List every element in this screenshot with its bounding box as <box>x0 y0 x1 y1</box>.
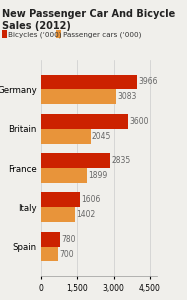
Bar <box>41 168 87 183</box>
Text: 3600: 3600 <box>130 117 149 126</box>
Text: 700: 700 <box>59 250 74 259</box>
Bar <box>41 129 91 144</box>
Bar <box>41 232 60 247</box>
Text: Passenger cars (‘000): Passenger cars (‘000) <box>63 31 141 38</box>
Text: 1606: 1606 <box>81 195 101 204</box>
Bar <box>41 207 75 222</box>
Text: 3966: 3966 <box>138 77 158 86</box>
Text: 1899: 1899 <box>88 171 108 180</box>
Text: 780: 780 <box>61 235 76 244</box>
Bar <box>41 247 58 262</box>
Bar <box>41 153 110 168</box>
Text: Bicycles (‘000): Bicycles (‘000) <box>8 31 62 38</box>
Bar <box>41 74 137 89</box>
Text: 2835: 2835 <box>111 156 130 165</box>
Bar <box>41 89 116 104</box>
Text: 3083: 3083 <box>117 92 137 101</box>
Text: New Passenger Car And Bicycle Sales (2012): New Passenger Car And Bicycle Sales (201… <box>2 9 175 31</box>
Bar <box>41 114 128 129</box>
Text: 1402: 1402 <box>76 210 96 219</box>
Bar <box>41 192 80 207</box>
Text: 2045: 2045 <box>92 132 111 141</box>
